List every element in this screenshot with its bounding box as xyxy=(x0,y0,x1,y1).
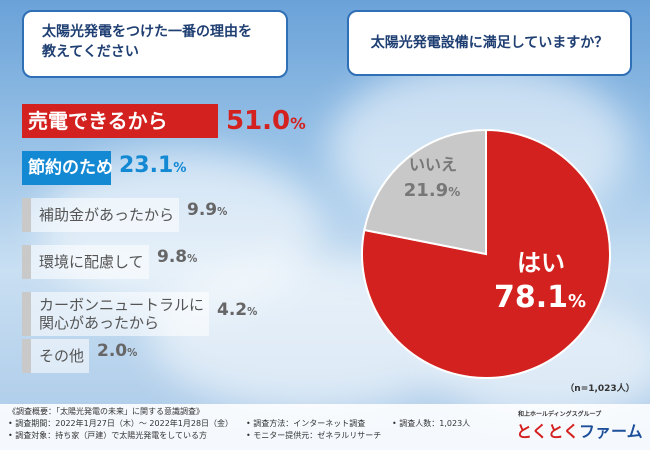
bar-category-label: 環境に配慮して xyxy=(39,253,144,271)
pie-value-unit: % xyxy=(568,291,586,312)
pie-value-label: 78.1% xyxy=(494,280,586,315)
bar-category-label-line: 関心があったから xyxy=(39,314,160,332)
pie-label-yes: はい xyxy=(517,249,565,277)
pie-category-label: はい xyxy=(517,249,565,277)
question-reason-line1: 太陽光発電をつけた一番の理由を xyxy=(42,24,252,40)
bar-category-label: 売電できるから xyxy=(28,109,168,133)
pie-note: （n=1,023人） xyxy=(565,382,634,394)
question-box-satisfaction: 太陽光発電設備に満足していますか？ xyxy=(347,10,632,76)
bar-category-label-line: カーボンニュートラルに xyxy=(39,296,205,314)
bar-value-unit: % xyxy=(127,348,138,359)
bar-value-label: 9.8% xyxy=(157,247,197,267)
bar-value-label: 23.1% xyxy=(119,153,187,178)
pie-slice-2 xyxy=(363,128,487,256)
survey-method: • 調査方法：インターネット調査 xyxy=(246,419,366,428)
bar-category-label-line: 節約のため xyxy=(28,158,113,178)
survey-overview: 《調査概要：「太陽光発電の未来」に関する意識調査》 xyxy=(8,407,204,416)
bar-1: 売電できるから xyxy=(22,104,218,138)
bar-value-number: 9.9 xyxy=(187,200,218,220)
bar-category-label: 節約のため xyxy=(28,159,113,177)
pie-value-number: 78.1 xyxy=(494,280,568,315)
brand-logo-part1: とくとく xyxy=(516,422,580,441)
bar-category-label-line: その他 xyxy=(39,347,85,365)
bar-category-label: その他 xyxy=(39,347,84,365)
pie-value-unit: % xyxy=(448,185,460,199)
bar-value-unit: % xyxy=(187,254,198,265)
question-satisfaction-text: 太陽光発電設備に満足していますか？ xyxy=(370,35,609,51)
pie-category-label: いいえ xyxy=(409,155,457,174)
pie-value-label: 21.9% xyxy=(404,180,460,201)
brand-logo-part2: ファーム xyxy=(579,422,643,441)
bar-6: その他 xyxy=(22,339,89,373)
bar-value-number: 2.0 xyxy=(97,341,128,361)
survey-count: • 調査人数：1,023人 xyxy=(392,419,471,428)
pie-label-no: いいえ xyxy=(409,155,457,174)
bar-value-label: 4.2% xyxy=(217,300,257,320)
bar-category-label-line: 補助金があったから xyxy=(39,206,175,224)
bar-value-number: 9.8 xyxy=(157,247,188,267)
bar-value-unit: % xyxy=(290,115,306,133)
bar-3: 補助金があったから xyxy=(22,198,179,232)
bar-5: カーボンニュートラルに 関心があったから xyxy=(22,292,209,336)
bar-value-label: 51.0% xyxy=(226,106,306,136)
survey-footer: 《調査概要：「太陽光発電の未来」に関する意識調査》 • 調査期間：2022年1月… xyxy=(0,404,650,450)
bar-value-unit: % xyxy=(217,207,228,218)
survey-period: • 調査期間：2022年1月27日（木）～ 2022年1月28日（金） xyxy=(8,419,234,428)
satisfaction-pie-chart: はい 78.1% いいえ 21.9% （n=1,023人） xyxy=(361,128,635,394)
bar-2: 節約のため xyxy=(22,151,113,185)
bar-value-label: 9.9% xyxy=(187,200,227,220)
bar-4: 環境に配慮して xyxy=(22,245,149,279)
survey-monitor: • モニター提供元：ゼネラルリサーチ xyxy=(246,431,382,440)
bar-category-label-line: 環境に配慮して xyxy=(39,253,144,271)
pie-value-number: 21.9 xyxy=(404,180,448,201)
company-group-name: 和上ホールディングスグループ xyxy=(518,411,602,418)
question-box-reason: 太陽光発電をつけた一番の理由を 教えてください xyxy=(22,10,288,78)
sample-size-note: （n=1,023人） xyxy=(565,382,634,394)
bar-value-number: 51.0 xyxy=(226,106,291,136)
question-reason-line2: 教えてください xyxy=(42,44,139,60)
bar-category-label: 補助金があったから xyxy=(39,206,174,224)
bar-category-label: カーボンニュートラルに 関心があったから xyxy=(39,296,204,332)
bar-value-unit: % xyxy=(173,161,187,176)
bar-value-number: 23.1 xyxy=(119,153,174,178)
survey-target: • 調査対象：持ち家（戸建）で太陽光発電をしている方 xyxy=(8,431,208,440)
brand-logo: とくとくファーム xyxy=(516,422,643,442)
bar-category-label-line: 売電できるから xyxy=(28,109,168,133)
bar-value-unit: % xyxy=(247,307,258,318)
bar-value-number: 4.2 xyxy=(217,300,248,320)
bar-value-label: 2.0% xyxy=(97,341,137,361)
